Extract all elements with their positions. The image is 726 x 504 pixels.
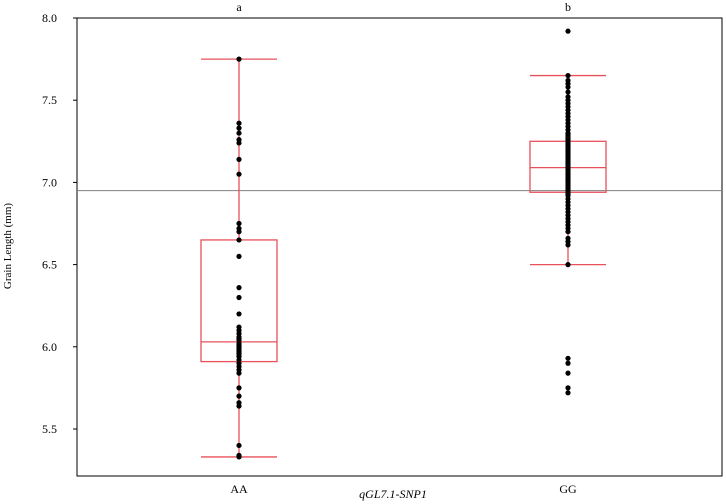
data-point xyxy=(236,225,242,232)
data-point xyxy=(565,89,571,95)
data-point xyxy=(236,294,242,301)
data-point xyxy=(236,220,242,227)
data-point xyxy=(236,56,242,62)
data-point xyxy=(236,120,242,126)
x-tick-label: AA xyxy=(230,482,248,496)
data-point xyxy=(565,360,571,366)
data-point xyxy=(565,385,571,391)
data-point xyxy=(565,94,571,100)
data-point xyxy=(236,324,242,330)
y-tick-label: 5.5 xyxy=(42,422,57,436)
data-point xyxy=(236,253,242,259)
data-point xyxy=(565,355,571,361)
y-tick-label: 7.0 xyxy=(42,175,57,189)
data-point xyxy=(236,311,242,317)
x-tick-label: GG xyxy=(559,482,577,496)
data-point xyxy=(236,125,242,131)
data-point xyxy=(236,237,242,243)
data-point xyxy=(236,393,242,399)
data-point xyxy=(236,442,242,449)
data-point xyxy=(236,137,242,143)
y-tick-label: 6.5 xyxy=(42,258,57,272)
plot-frame xyxy=(76,17,723,477)
data-point xyxy=(565,370,571,376)
data-point xyxy=(236,385,242,391)
data-point xyxy=(236,156,242,162)
y-axis-label: Grain Length (mm) xyxy=(2,203,14,289)
data-point xyxy=(236,130,242,136)
y-tick-label: 6.0 xyxy=(42,340,57,354)
data-point xyxy=(565,28,571,34)
y-tick-label: 8.0 xyxy=(42,11,57,25)
data-point xyxy=(236,171,242,177)
data-point xyxy=(565,235,571,241)
data-point xyxy=(236,452,242,458)
significance-letter: b xyxy=(565,0,571,14)
data-point xyxy=(565,390,571,396)
data-point xyxy=(236,285,242,291)
y-tick-label: 7.5 xyxy=(42,93,57,107)
significance-letter: a xyxy=(236,0,242,14)
data-point xyxy=(565,72,571,79)
data-point xyxy=(565,262,571,268)
data-point xyxy=(236,400,242,406)
plot-area: 5.5 6.0 6.5 7.0 7.5 8.0 AA a GG b xyxy=(42,0,723,496)
data-point xyxy=(565,77,571,84)
x-axis-label: qGL7.1-SNP1 xyxy=(359,487,427,501)
